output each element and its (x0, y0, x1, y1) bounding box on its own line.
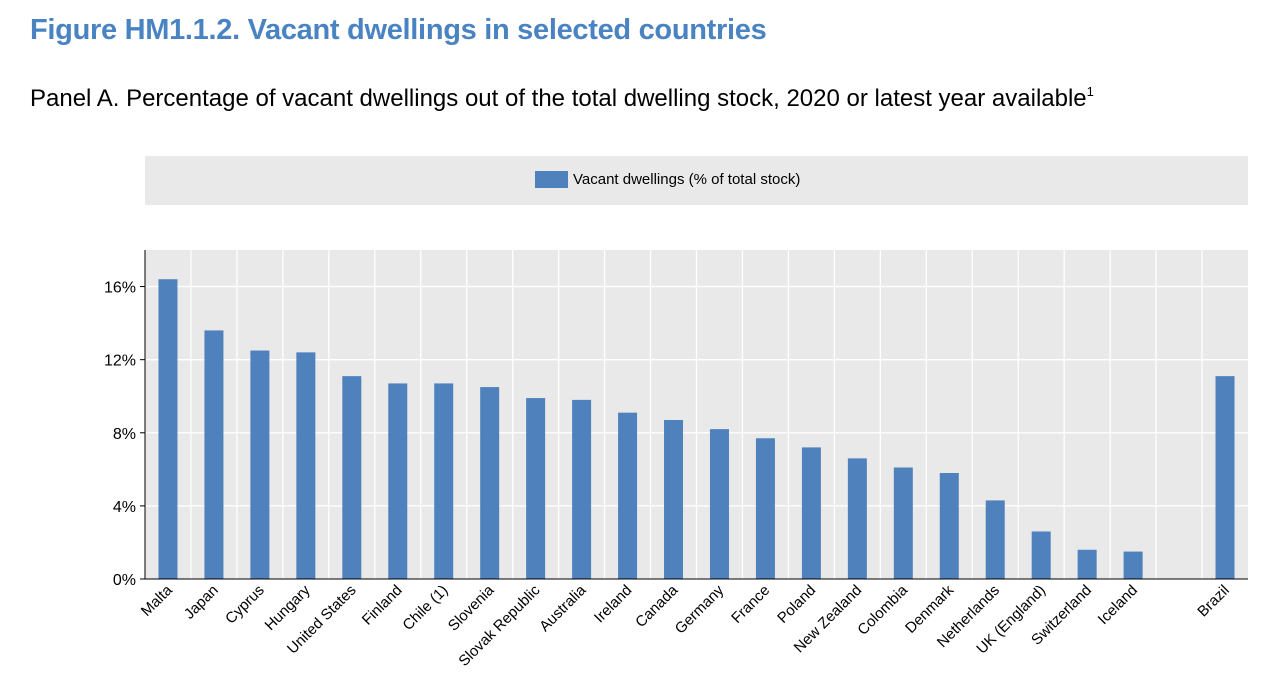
x-tick-label: Australia (536, 581, 590, 635)
bar (1031, 531, 1051, 579)
legend-item: Vacant dwellings (% of total stock) (535, 171, 800, 188)
x-tick-label: Slovak Republic (455, 581, 543, 669)
bar (158, 279, 178, 579)
bar (893, 467, 913, 579)
bar (939, 472, 959, 579)
bar (618, 412, 638, 579)
legend-swatch (535, 171, 568, 188)
x-tick-label: Brazil (1194, 582, 1233, 621)
x-tick-label: Cyprus (222, 582, 268, 628)
x-tick-label: Ireland (591, 582, 635, 626)
bar (755, 438, 775, 579)
bar (526, 398, 546, 579)
x-tick-label: Germany (672, 581, 728, 637)
legend-label: Vacant dwellings (% of total stock) (573, 171, 801, 188)
bar (480, 387, 500, 579)
y-tick-label: 12% (104, 353, 136, 370)
panel-title-footnote-marker: 1 (1086, 84, 1094, 99)
bar (985, 500, 1005, 579)
bar (572, 399, 592, 579)
x-tick-label: Japan (181, 582, 222, 623)
chart-legend: Vacant dwellings (% of total stock) (145, 156, 1248, 205)
bar (847, 458, 867, 579)
bar (434, 383, 454, 579)
x-tick-label: Malta (138, 581, 176, 619)
bar (1077, 549, 1097, 579)
figure-title: Figure HM1.1.2. Vacant dwellings in sele… (30, 14, 767, 46)
bar (709, 429, 729, 579)
x-tick-label: France (728, 582, 773, 627)
bar (664, 419, 684, 579)
bar (204, 330, 224, 579)
bar (342, 376, 362, 579)
bar (801, 447, 821, 579)
bar (1215, 376, 1235, 579)
bar (1123, 551, 1143, 579)
bar (296, 352, 316, 579)
bar (250, 350, 270, 579)
y-tick-label: 8% (113, 426, 136, 443)
y-tick-label: 16% (104, 280, 136, 297)
y-tick-label: 0% (113, 572, 136, 589)
x-tick-label: Colombia (854, 581, 911, 638)
y-tick-label: 4% (113, 499, 136, 516)
x-tick-label: Poland (774, 582, 819, 627)
x-tick-label: Iceland (1095, 582, 1141, 628)
bar (388, 383, 408, 579)
panel-title: Panel A. Percentage of vacant dwellings … (30, 84, 1094, 113)
panel-title-text: Panel A. Percentage of vacant dwellings … (30, 85, 1087, 112)
x-tick-label: Chile (1) (399, 582, 451, 634)
